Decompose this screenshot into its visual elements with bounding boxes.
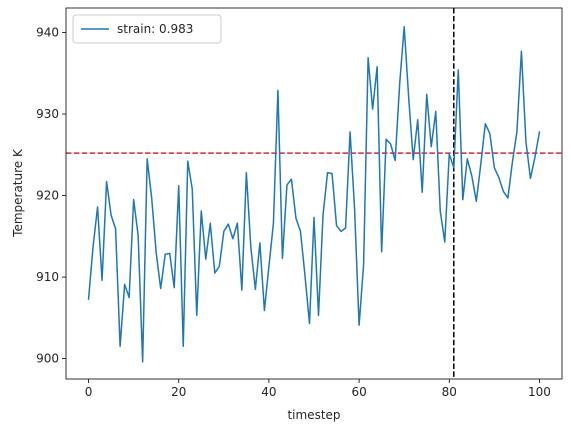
series-line-0: [87, 26, 541, 363]
y-tick-label: 940: [36, 25, 59, 39]
x-tick-label: 80: [442, 385, 457, 399]
x-tick-label: 100: [528, 385, 551, 399]
x-tick-label: 20: [171, 385, 186, 399]
y-axis-label: Temperature K: [11, 148, 25, 238]
x-tick-label: 60: [351, 385, 366, 399]
legend: strain: 0.983: [72, 14, 222, 44]
x-axis-label: timestep: [287, 408, 340, 422]
series-layer: [87, 26, 541, 363]
x-axis: 0 20 40 60 80 100: [85, 379, 551, 399]
y-axis: 900 910 920 930 940: [36, 25, 66, 366]
legend-entry-label: strain: 0.983: [117, 22, 193, 36]
x-tick-label: 0: [85, 385, 93, 399]
y-tick-label: 930: [36, 107, 59, 121]
plot-frame: [65, 7, 563, 380]
y-tick-label: 920: [36, 189, 59, 203]
y-tick-label: 910: [36, 270, 59, 284]
x-tick-label: 40: [261, 385, 276, 399]
reference-lines: [66, 8, 562, 379]
legend-box: [72, 14, 222, 44]
y-tick-label: 900: [36, 352, 59, 366]
